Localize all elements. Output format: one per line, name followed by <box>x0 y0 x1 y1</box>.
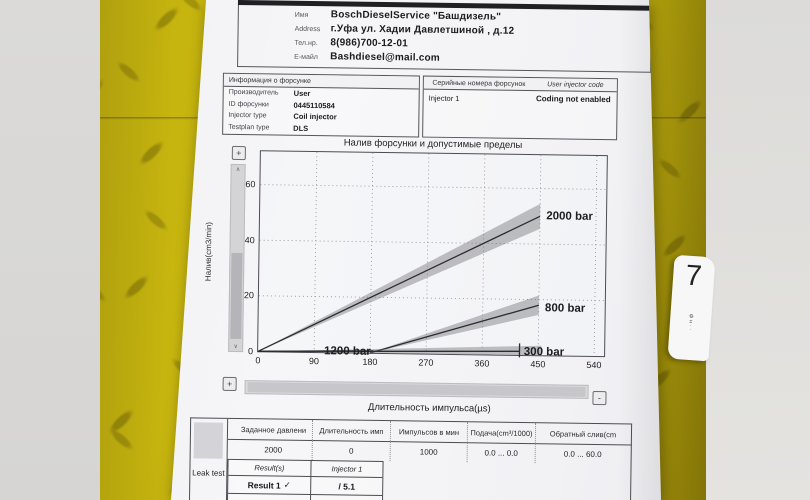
x-tick-label: 450 <box>530 359 546 370</box>
return-flow-range-value: 0.0 ... 60.0 <box>534 443 630 465</box>
contact-label: Имя <box>294 11 309 19</box>
info-label: Производитель <box>228 89 279 97</box>
contact-label: Е-майл <box>294 53 318 62</box>
col-delivery: Подача(cm³/1000) <box>466 422 536 444</box>
company-email: Bashdiesel@mail.com <box>330 51 441 64</box>
zoom-in-button[interactable]: + <box>231 145 246 161</box>
manufacturer-value: User <box>293 89 311 99</box>
contact-label: Address <box>294 25 321 34</box>
y-tick-label: 60 <box>245 179 256 190</box>
number-7-label-strip: 7 фн·· <box>667 254 716 362</box>
hscroll-zoom-out-button[interactable]: - <box>592 390 607 406</box>
coding-status: Coding not enabled <box>535 94 611 105</box>
background-right-surface <box>706 0 810 500</box>
y-tick-label: 40 <box>244 234 255 246</box>
leak-test-row-header: Leak test <box>189 418 229 500</box>
results-subtable: Result(s) Injector 1 Result 1 ✓ / 5.1 Re… <box>226 458 384 500</box>
injector-col-header: Injector 1 <box>331 464 363 474</box>
series-label-300-bar: 300 bar <box>523 346 565 359</box>
info-row: Testplan type DLS <box>223 121 418 135</box>
info-label: ID форсунки <box>228 100 269 109</box>
injector-type-value: Coil injector <box>293 112 337 122</box>
background-left-surface <box>0 0 103 500</box>
series-label-2000-bar: 2000 bar <box>546 210 594 224</box>
leak-gray-cell <box>193 422 224 459</box>
col-pulses-per-min: Импульсов в мин <box>389 421 468 443</box>
contact-info-box: Имя BoschDieselService "Башдизель" Addre… <box>237 4 652 73</box>
strip-number: 7 <box>684 259 703 293</box>
contact-label: Тел.нр. <box>294 39 318 48</box>
testplan-type-value: DLS <box>293 123 309 133</box>
leak-test-label: Leak test <box>192 468 225 478</box>
company-phone: 8(986)700-12-01 <box>330 37 408 50</box>
horizontal-scroll-thumb[interactable] <box>247 382 586 397</box>
scroll-up-icon[interactable]: ∧ <box>235 166 241 174</box>
y-tick-label: 0 <box>248 346 254 357</box>
result-1-label: Result 1 <box>247 479 281 491</box>
user-injector-code-title: User injector code <box>547 80 604 89</box>
x-tick-label: 360 <box>474 358 490 369</box>
info-label: Testplan type <box>228 123 270 132</box>
series-label-800-bar: 800 bar <box>544 302 586 315</box>
company-address: г.Уфа ул. Хадии Давлетшиной , д.12 <box>330 23 515 37</box>
check-icon: ✓ <box>283 479 291 490</box>
x-tick-label: 540 <box>586 359 602 371</box>
col-return-flow: Обратный слив(cm <box>534 423 631 445</box>
col-pressure: Заданное давлени <box>240 424 307 435</box>
chart-canvas <box>257 152 607 358</box>
pressure-value: 2000 <box>264 444 283 455</box>
y-axis-label: Налив(cm3/min) <box>203 221 214 282</box>
scroll-down-icon[interactable]: ∨ <box>233 343 238 351</box>
x-tick-label: 0 <box>255 355 261 366</box>
result-1-row: Result 1 ✓ / 5.1 <box>228 474 383 496</box>
injector-info-box: Информация о форсунке Производитель User… <box>222 72 420 138</box>
results-header-row: Result(s) Injector 1 <box>228 459 382 477</box>
injector-id-value: 0445110584 <box>293 100 335 111</box>
pulses-per-min-value: 1000 <box>389 441 467 463</box>
serial-numbers-box: Серийные номера форсунок User injector c… <box>422 75 618 141</box>
vertical-scroll-thumb[interactable] <box>230 252 243 340</box>
x-tick-label: 90 <box>308 355 320 367</box>
result-1-value: / 5.1 <box>338 480 356 492</box>
company-name: BoschDieselService "Башдизель" <box>330 9 502 23</box>
info-label: Injector type <box>228 112 267 120</box>
results-header: Result(s) <box>228 459 312 477</box>
x-axis-label: Длительность импульса(µs) <box>367 401 491 415</box>
pulse-duration-value: 0 <box>311 440 390 462</box>
hscroll-zoom-in-button[interactable]: + <box>222 376 237 391</box>
injector-1-label: Injector 1 <box>428 93 460 104</box>
horizontal-scrollbar[interactable] <box>244 380 589 399</box>
flow-chart-plot: 2000 bar 800 bar 300 bar 1200 bar 0 90 180 270 3… <box>244 150 608 370</box>
serials-title: Серийные номера форсунок <box>432 79 526 88</box>
result-2-value: / <box>311 495 382 500</box>
serial-title-row: Серийные номера форсунок User injector c… <box>423 76 617 93</box>
col-pulse-duration: Длительность имп <box>311 420 391 442</box>
delivery-range-value: 0.0 ... 0.0 <box>466 442 535 464</box>
leak-test-table: Leak test Заданное давлени Длительность … <box>188 417 633 500</box>
x-tick-label: 270 <box>418 357 434 368</box>
strip-micro-text: фн·· <box>686 313 695 333</box>
y-tick-label: 20 <box>243 290 254 301</box>
x-tick-label: 180 <box>362 356 378 367</box>
vertical-scrollbar[interactable]: ∧ ∨ <box>228 163 246 353</box>
